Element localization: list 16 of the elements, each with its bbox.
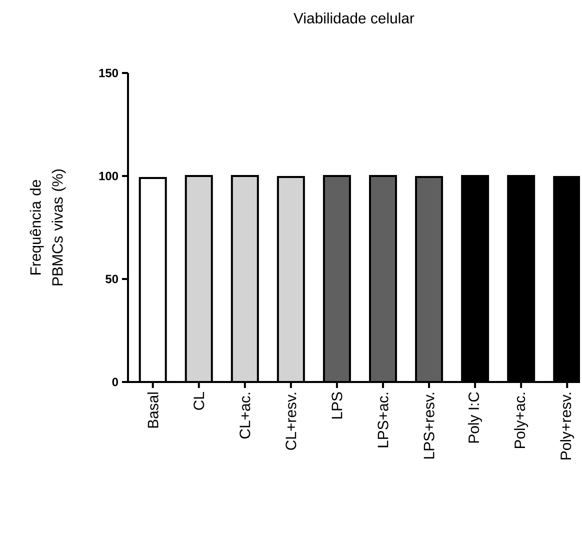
x-tick-label: LPS+ac. [378, 392, 388, 448]
x-tick-label: Poly+ac. [514, 392, 528, 448]
y-tick-label: 100 [99, 172, 118, 180]
x-tick-label: Poly I:C [468, 392, 482, 443]
y-tick-label: 150 [99, 68, 118, 78]
x-tick-label: CL+resv. [286, 392, 296, 450]
x-tick-label: LPS [332, 392, 342, 419]
x-tick-label: LPS+resv. [424, 392, 434, 459]
x-tick-label: CL [194, 392, 204, 410]
x-tick-label: Basal [147, 392, 158, 428]
chart-title: Viabilidade celular [294, 12, 414, 24]
y-tick-label: 50 [106, 274, 118, 284]
x-tick-label: CL+ac. [240, 392, 250, 439]
y-axis-title: Frequência de PBMCs vivas (%) [30, 169, 66, 286]
y-tick-label: 0 [112, 378, 118, 386]
x-tick-label: Poly+resv. [560, 392, 574, 460]
